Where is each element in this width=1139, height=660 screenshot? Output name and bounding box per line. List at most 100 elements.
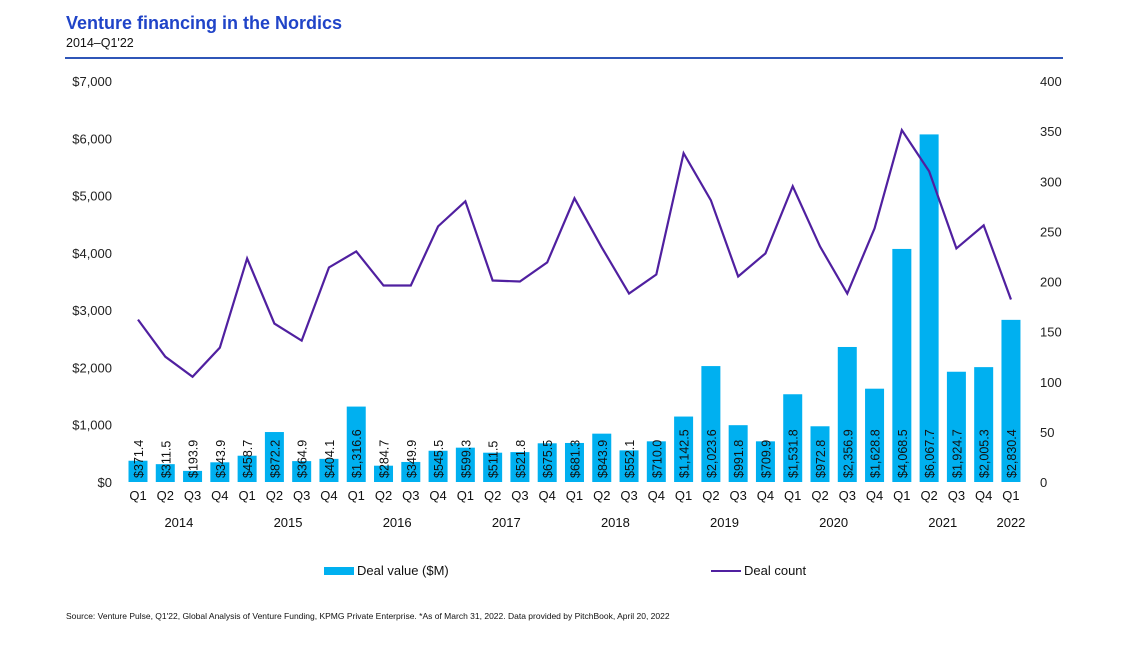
bar xyxy=(510,452,530,482)
bar-data-label: $991.8 xyxy=(732,440,746,478)
chart-title: Venture financing in the Nordics xyxy=(66,13,343,33)
bar xyxy=(892,248,912,482)
x-axis-quarter-label: Q3 xyxy=(839,488,856,503)
x-axis-year-label: 2021 xyxy=(928,515,957,530)
bar-data-label: $521.8 xyxy=(514,440,528,478)
bar xyxy=(701,366,721,482)
bar xyxy=(755,441,775,482)
bar xyxy=(564,442,584,482)
right-axis-tick-label: 50 xyxy=(1040,425,1054,440)
bar xyxy=(455,447,475,482)
x-axis-quarter-label: Q4 xyxy=(648,488,665,503)
bar-data-label: $1,924.7 xyxy=(950,429,964,478)
right-axis-tick-label: 250 xyxy=(1040,224,1062,239)
right-axis-tick-label: 200 xyxy=(1040,275,1062,290)
x-axis-quarter-label: Q1 xyxy=(129,488,146,503)
x-axis-quarter-label: Q4 xyxy=(539,488,556,503)
bar xyxy=(974,367,994,482)
left-axis-tick-label: $5,000 xyxy=(72,189,112,204)
bar-data-label: $710.0 xyxy=(650,440,664,478)
x-axis-quarter-label: Q3 xyxy=(184,488,201,503)
bar-data-label: $2,005.3 xyxy=(978,429,992,478)
left-axis: $0 $1,000 $2,000 $3,000 $4,000 $5,000 $6,000 $7… xyxy=(72,74,112,490)
x-axis-quarter-label: Q4 xyxy=(866,488,883,503)
x-axis-quarter-label: Q3 xyxy=(293,488,310,503)
x-axis-quarter-label: Q2 xyxy=(157,488,174,503)
x-axis-quarter-label: Q2 xyxy=(811,488,828,503)
title-divider xyxy=(65,57,1063,59)
bar-data-label: $552.1 xyxy=(623,440,637,478)
bar xyxy=(728,425,748,482)
bar-data-label: $349.9 xyxy=(405,440,419,478)
bar xyxy=(483,452,503,482)
source-note: Source: Venture Pulse, Q1'22, Global Ana… xyxy=(66,611,670,621)
bar xyxy=(837,346,857,482)
line-series xyxy=(137,127,1012,379)
x-axis-quarter-label: Q2 xyxy=(593,488,610,503)
x-axis-quarter-label: Q2 xyxy=(266,488,283,503)
x-axis-quarter-label: Q3 xyxy=(620,488,637,503)
x-axis-quarter-label: Q1 xyxy=(566,488,583,503)
right-axis-tick-label: 0 xyxy=(1040,475,1047,490)
bar-data-label: $2,023.6 xyxy=(705,429,719,478)
bar xyxy=(210,462,230,482)
x-axis-quarter-label: Q1 xyxy=(784,488,801,503)
bar xyxy=(155,464,175,482)
x-axis-quarter-label: Q2 xyxy=(920,488,937,503)
bar-data-label: $404.1 xyxy=(323,440,337,478)
bar xyxy=(783,394,803,482)
bar xyxy=(237,455,257,482)
bar-data-label: $193.9 xyxy=(187,440,201,478)
bar xyxy=(537,443,557,482)
x-axis-year-label: 2017 xyxy=(492,515,521,530)
right-axis-tick-label: 150 xyxy=(1040,325,1062,340)
x-axis-quarter-label: Q4 xyxy=(211,488,228,503)
bar-data-label: $371.4 xyxy=(132,440,146,478)
bar xyxy=(346,406,366,482)
x-axis-quarter-label: Q3 xyxy=(511,488,528,503)
x-axis-quarter-label: Q1 xyxy=(348,488,365,503)
bar xyxy=(810,426,830,482)
x-axis-quarter-label: Q2 xyxy=(702,488,719,503)
chart-subtitle: 2014–Q1'22 xyxy=(66,36,134,50)
bar xyxy=(619,450,639,482)
left-axis-tick-label: $1,000 xyxy=(72,418,112,433)
bar-data-label: $364.9 xyxy=(296,440,310,478)
bar-data-label: $511.5 xyxy=(487,441,501,478)
right-axis: 0 50 100 150 200 250 300 350 400 xyxy=(1040,74,1062,490)
left-axis-tick-label: $4,000 xyxy=(72,246,112,261)
bar-data-label: $2,356.9 xyxy=(841,429,855,478)
x-axis-quarter-label: Q4 xyxy=(757,488,774,503)
x-axis-quarter-label: Q3 xyxy=(402,488,419,503)
bar xyxy=(946,371,966,482)
bar-data-label: $311.5 xyxy=(159,441,173,478)
x-axis-quarter-label: Q1 xyxy=(457,488,474,503)
bar-data-label: $972.8 xyxy=(814,440,828,478)
bar-data-label: $709.9 xyxy=(759,440,773,478)
x-axis-quarter-label: Q3 xyxy=(729,488,746,503)
bar-data-label: $872.2 xyxy=(268,440,282,478)
legend-bar-swatch xyxy=(324,566,354,575)
x-axis-year-label: 2020 xyxy=(819,515,848,530)
x-axis-quarter-label: Q1 xyxy=(893,488,910,503)
x-axis-year-label: 2018 xyxy=(601,515,630,530)
bar-data-label: $1,142.5 xyxy=(678,429,692,478)
x-axis-quarter-label: Q3 xyxy=(948,488,965,503)
bar-data-label: $599.3 xyxy=(459,440,473,478)
bar-series: $371.4 $311.5 $193.9 $343.9 $458.7 $872.2 $364… xyxy=(128,134,1021,482)
legend-item-deal-count: Deal count xyxy=(711,563,806,578)
bar xyxy=(1001,319,1021,482)
bar-data-label: $284.7 xyxy=(378,440,392,478)
bar-data-label: $458.7 xyxy=(241,440,255,478)
x-axis-year-label: 2015 xyxy=(274,515,303,530)
legend-item-deal-value: Deal value ($M) xyxy=(324,563,449,578)
bar xyxy=(128,460,148,482)
bar xyxy=(292,461,312,482)
x-axis: Q1 Q2 Q3 Q4 Q1 Q2 Q3 Q4 Q1 Q2 Q3 Q4 Q1 Q2 Q3 Q4 Q1 Q2 Q3 Q4… xyxy=(129,488,1025,530)
x-axis-year-label: 2022 xyxy=(996,515,1025,530)
x-axis-year-label: 2014 xyxy=(164,515,193,530)
bar xyxy=(401,461,421,482)
legend-line-swatch xyxy=(711,569,741,572)
x-axis-year-label: 2016 xyxy=(383,515,412,530)
x-axis-quarter-label: Q1 xyxy=(675,488,692,503)
